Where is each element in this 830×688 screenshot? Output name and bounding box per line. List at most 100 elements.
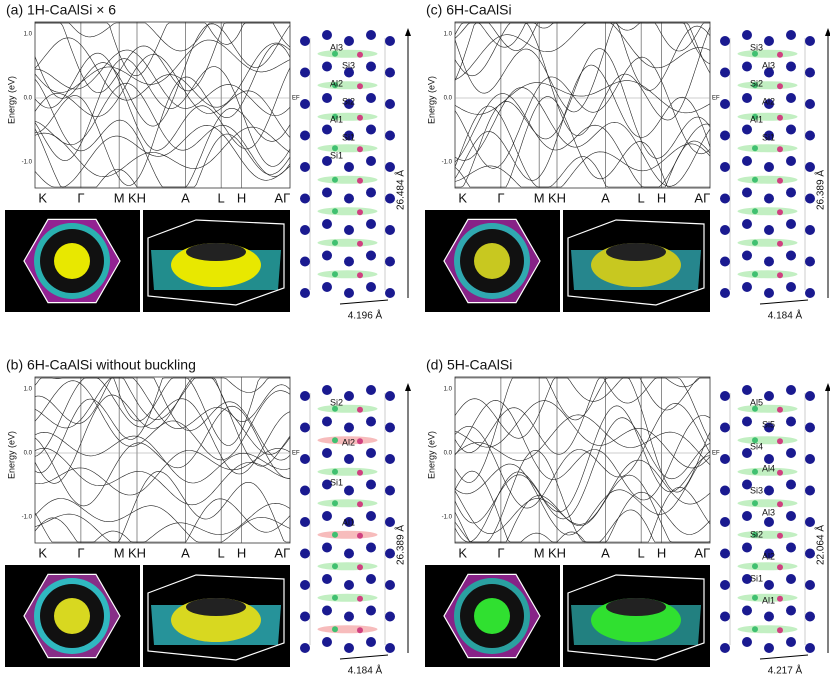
k-point-label: K — [38, 545, 47, 560]
ca-atom — [786, 61, 796, 72]
ca-atom — [322, 30, 332, 40]
a-length: 4.196 Å — [348, 309, 383, 322]
si-atom — [777, 209, 783, 216]
ca-atom — [786, 219, 796, 229]
ca-atom — [786, 479, 796, 490]
si-atom — [777, 532, 783, 539]
ca-atom — [720, 517, 730, 527]
ca-atom — [300, 580, 310, 590]
c-arrow-head — [405, 28, 411, 36]
ca-atom — [322, 124, 332, 135]
k-point-label: K — [458, 190, 467, 205]
band-curve — [35, 377, 290, 421]
ca-atom — [742, 156, 752, 166]
si-atom — [357, 564, 363, 571]
band-curve — [454, 22, 711, 136]
k-point-label: L — [218, 545, 225, 560]
ca-atom — [344, 643, 354, 653]
ca-atom — [322, 250, 332, 261]
atom-label: Si5 — [762, 419, 775, 429]
ca-atom — [786, 637, 796, 647]
ca-atom — [786, 282, 796, 292]
band-curve — [34, 54, 291, 138]
ca-atom — [385, 422, 395, 433]
k-point-label: H — [237, 545, 246, 560]
ca-atom — [300, 454, 310, 464]
layer-plane — [317, 270, 378, 279]
si-atom — [357, 627, 363, 634]
fs-hex — [23, 218, 121, 304]
ca-atom — [300, 643, 310, 653]
fs-side-hole — [606, 598, 666, 616]
atom-label: Al4 — [762, 463, 775, 473]
si-atom — [777, 146, 783, 153]
ca-atom — [720, 580, 730, 590]
ca-atom — [720, 193, 730, 204]
fs-side-box — [567, 219, 705, 306]
al-atom — [752, 145, 758, 152]
fs-side-hole — [186, 243, 246, 261]
ca-atom — [300, 422, 310, 433]
al-atom — [332, 145, 338, 152]
si-atom — [357, 114, 363, 121]
band-curve — [454, 64, 711, 181]
band-curve — [34, 37, 291, 108]
ca-atom — [805, 580, 815, 590]
ca-atom — [344, 580, 354, 590]
k-point-label: AΓ — [274, 190, 290, 205]
ca-atom — [322, 187, 332, 198]
ca-atom — [764, 225, 774, 235]
k-point-label: KH — [128, 190, 146, 205]
band-curve — [454, 377, 711, 442]
layer-plane — [737, 175, 798, 184]
ca-atom — [764, 162, 774, 172]
band-curve — [454, 400, 711, 469]
k-point-label: KH — [128, 545, 146, 560]
ca-atom — [322, 637, 332, 647]
band-curve — [454, 22, 710, 113]
ca-atom — [366, 416, 376, 427]
y-tick-label: 1.0 — [24, 387, 33, 393]
al-atom — [332, 500, 338, 507]
band-curve — [454, 491, 711, 543]
panel: (c) 6H-CaAlSi Energy (eV) 1.0 0.0 -1.0 EF K Γ M K… — [425, 2, 830, 322]
ca-atom — [786, 542, 796, 553]
layer-plane — [737, 436, 798, 445]
atom-label: Al5 — [750, 397, 763, 407]
ca-atom — [786, 416, 796, 427]
band-curve — [34, 448, 291, 496]
ca-atom — [300, 517, 310, 527]
ca-atom — [366, 93, 376, 103]
atom-label: Al1 — [762, 595, 775, 605]
fermi-label: EF — [712, 451, 720, 457]
fs-core — [474, 243, 510, 279]
ca-atom — [764, 193, 774, 204]
ca-atom — [385, 162, 395, 172]
y-tick-label: 0.0 — [444, 96, 453, 102]
ca-atom — [322, 605, 332, 616]
si-atom — [777, 564, 783, 571]
ca-atom — [385, 256, 395, 267]
si-atom — [357, 406, 363, 413]
ca-atom — [385, 580, 395, 590]
si-atom — [357, 240, 363, 247]
ca-atom — [805, 391, 815, 401]
si-atom — [777, 114, 783, 121]
atom-label: Al1 — [342, 517, 355, 527]
ca-atom — [366, 574, 376, 584]
al-atom — [752, 208, 758, 215]
layer-plane — [737, 112, 798, 121]
al-atom — [752, 271, 758, 278]
layer-plane — [737, 81, 798, 90]
al-atom — [332, 437, 338, 444]
al-atom — [332, 208, 338, 215]
ca-atom — [385, 643, 395, 653]
a-length: 4.184 Å — [348, 664, 383, 677]
band-frame — [454, 21, 711, 189]
atom-label: Al2 — [342, 437, 355, 447]
k-point-label: Γ — [77, 190, 84, 205]
al-atom — [752, 500, 758, 507]
ca-atom — [742, 93, 752, 103]
y-axis-label: Energy (eV) — [426, 76, 436, 124]
ca-atom — [344, 454, 354, 464]
